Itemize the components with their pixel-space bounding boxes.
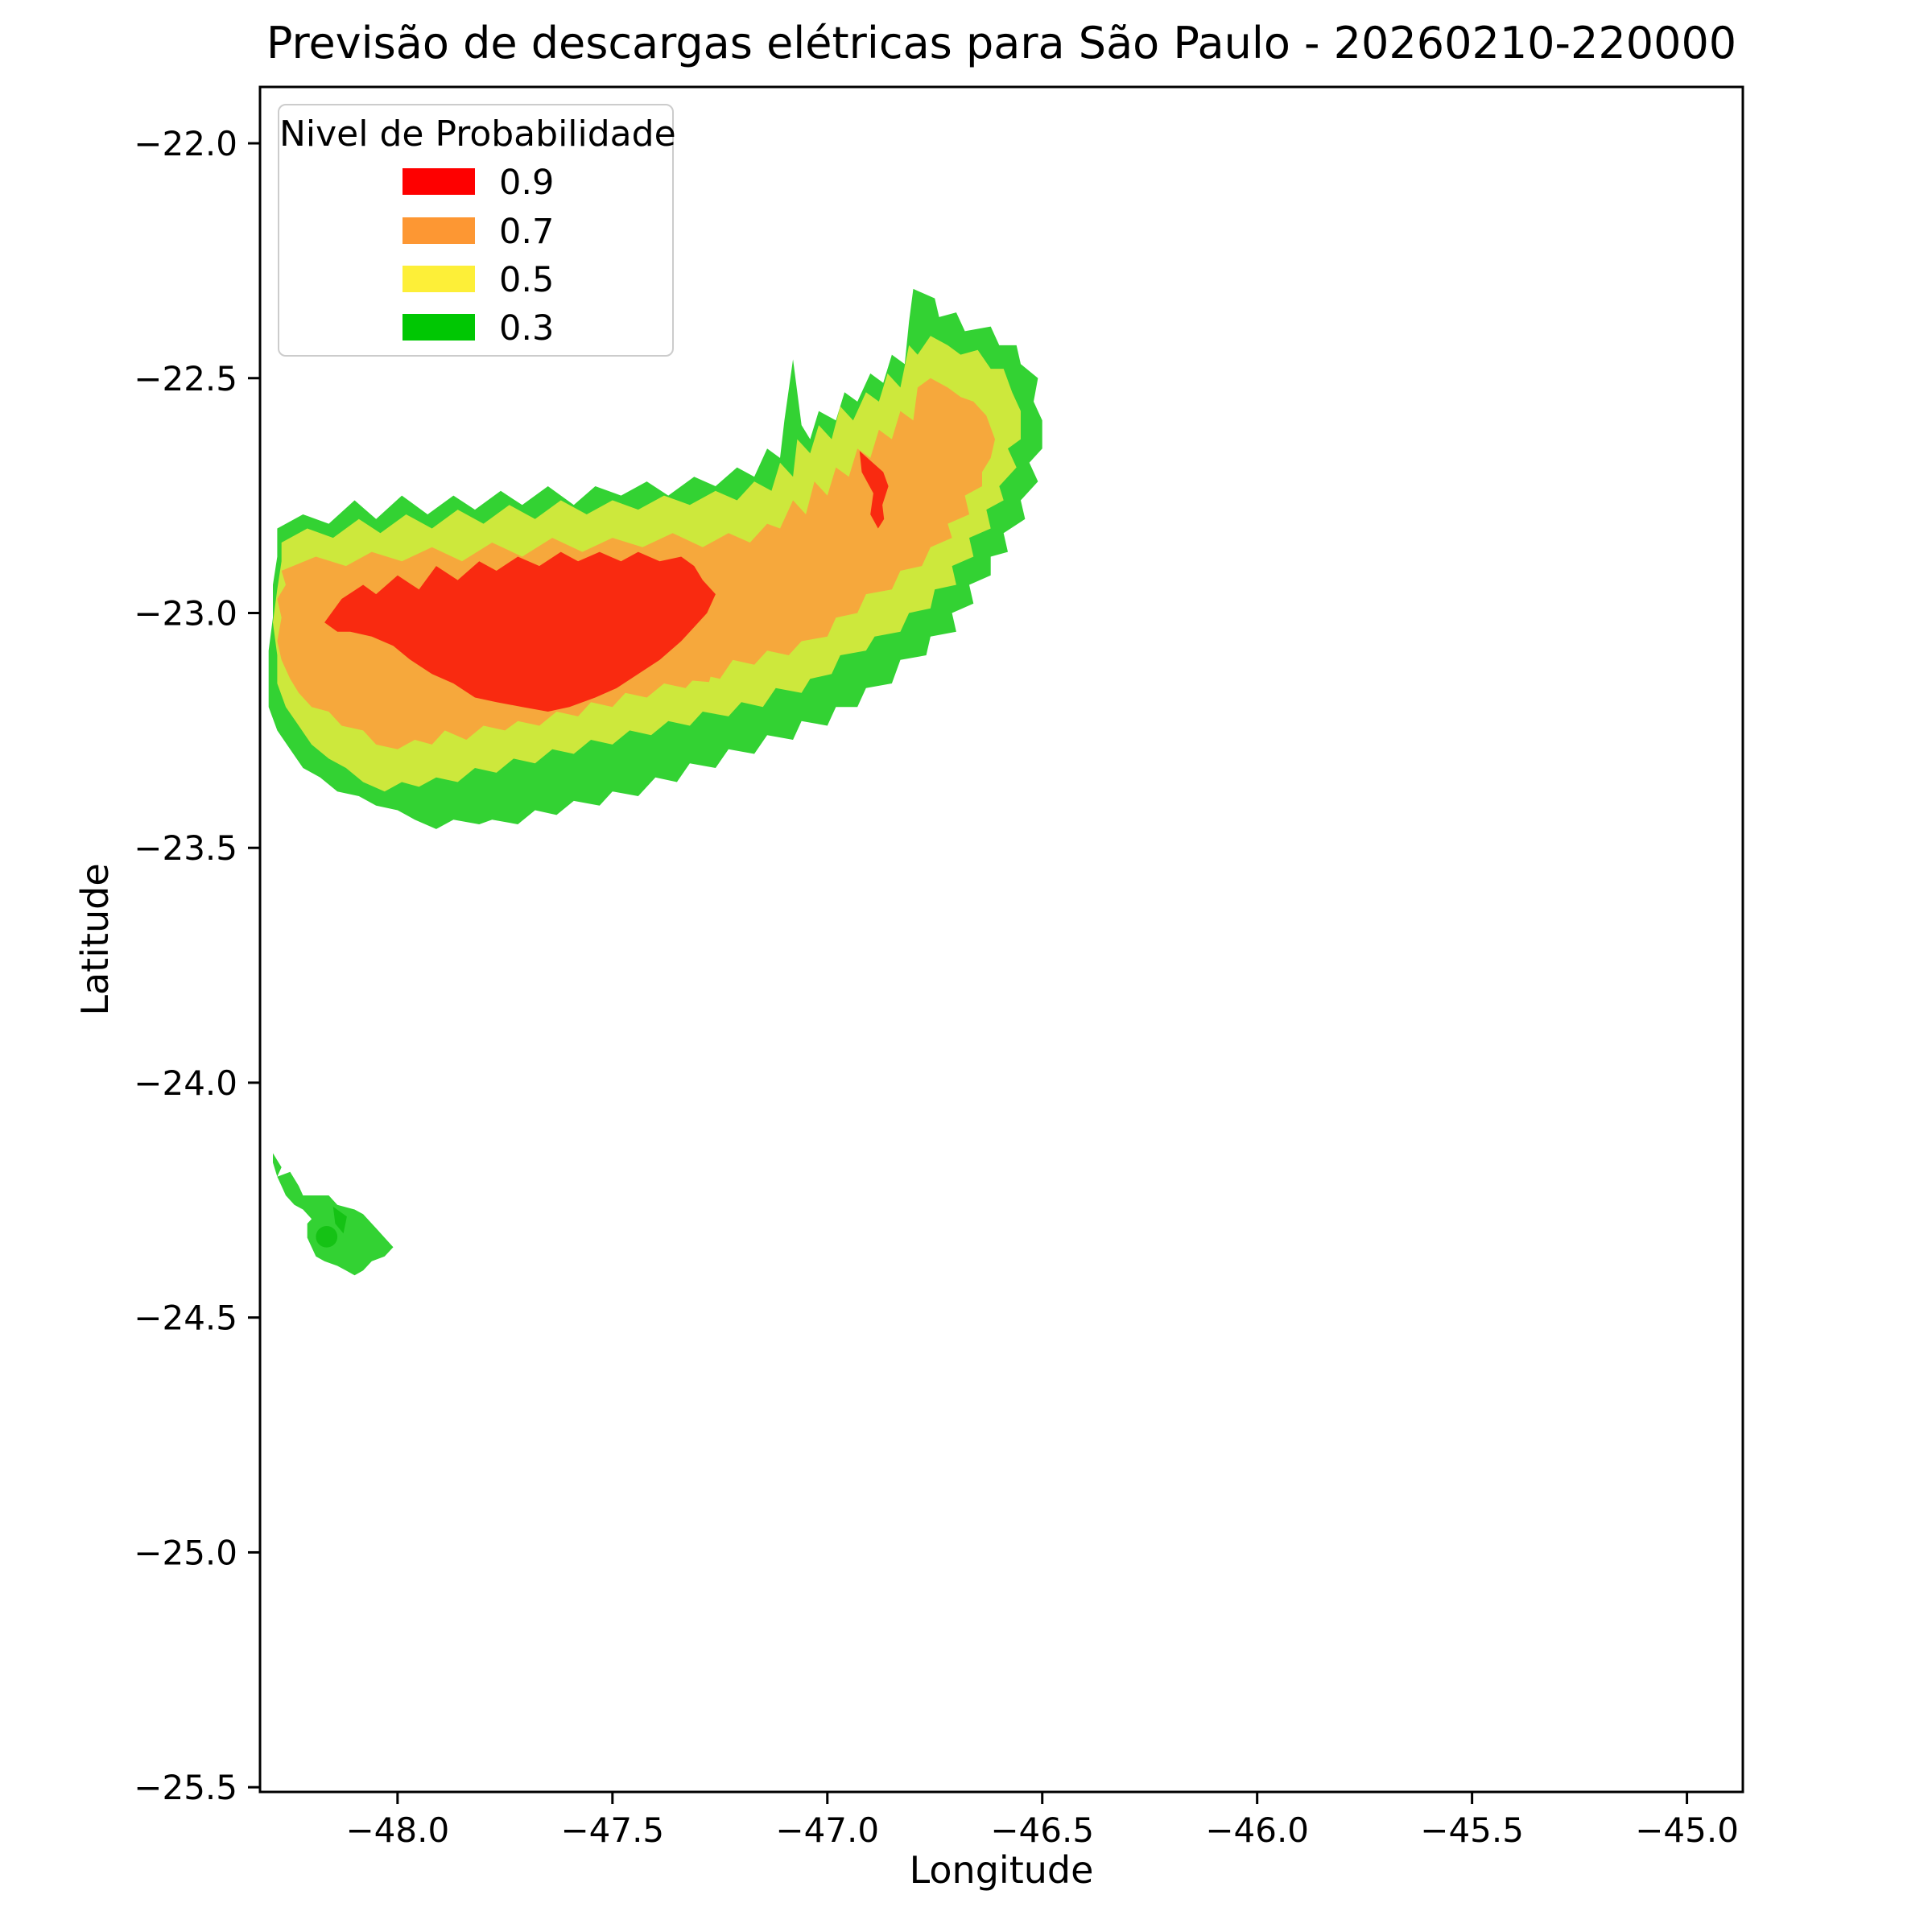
- y-tick-label: −23.5: [134, 828, 237, 868]
- legend-title: Nivel de Probabilidade: [279, 114, 676, 155]
- x-axis-label: Longitude: [909, 1848, 1094, 1892]
- y-tick-label: −24.5: [134, 1298, 237, 1338]
- x-tick-label: −47.5: [560, 1810, 664, 1850]
- y-tick-label: −22.5: [134, 359, 237, 398]
- legend-swatch-0.7: [402, 217, 475, 244]
- x-tick-label: −45.5: [1420, 1810, 1524, 1850]
- legend-swatch-0.3: [402, 314, 475, 341]
- legend-swatch-0.5: [402, 266, 475, 292]
- contour-fill-0.7: [681, 673, 712, 683]
- legend-row: 0.7: [279, 212, 672, 252]
- y-tick-label: −24.0: [134, 1063, 237, 1103]
- y-tick-label: −23.0: [134, 593, 237, 633]
- legend-row: 0.9: [279, 163, 672, 203]
- x-tick-label: −46.5: [990, 1810, 1094, 1850]
- contour-fill-0.3: [273, 1153, 394, 1276]
- y-tick-label: −22.0: [134, 124, 237, 163]
- y-tick-label: −25.5: [134, 1768, 237, 1807]
- y-axis-label: Latitude: [73, 863, 117, 1016]
- contour-fill-0.9: [859, 451, 889, 529]
- legend-label-0.9: 0.9: [499, 163, 555, 203]
- y-tick-label: −25.0: [134, 1533, 237, 1572]
- x-tick-label: −47.0: [775, 1810, 879, 1850]
- chart-title: Previsão de descargas elétricas para São…: [266, 18, 1737, 68]
- legend-label-0.3: 0.3: [499, 308, 555, 349]
- axes-spines: [258, 85, 1744, 1794]
- x-tick-label: −46.0: [1205, 1810, 1309, 1850]
- legend-label-0.7: 0.7: [499, 212, 555, 252]
- contour-overlap-polygon: [332, 1207, 347, 1234]
- legend-row: 0.5: [279, 260, 672, 300]
- legend-row: 0.3: [279, 308, 672, 349]
- legend-label-0.5: 0.5: [499, 260, 555, 300]
- contour-overlap-circle: [316, 1225, 338, 1248]
- contour-fill-0.9: [324, 551, 716, 712]
- x-tick-label: −48.0: [345, 1810, 449, 1850]
- x-tick-label: −45.0: [1635, 1810, 1739, 1850]
- legend-swatch-0.9: [402, 168, 475, 195]
- legend: Nivel de Probabilidade 0.9 0.7 0.5 0.3: [278, 104, 676, 357]
